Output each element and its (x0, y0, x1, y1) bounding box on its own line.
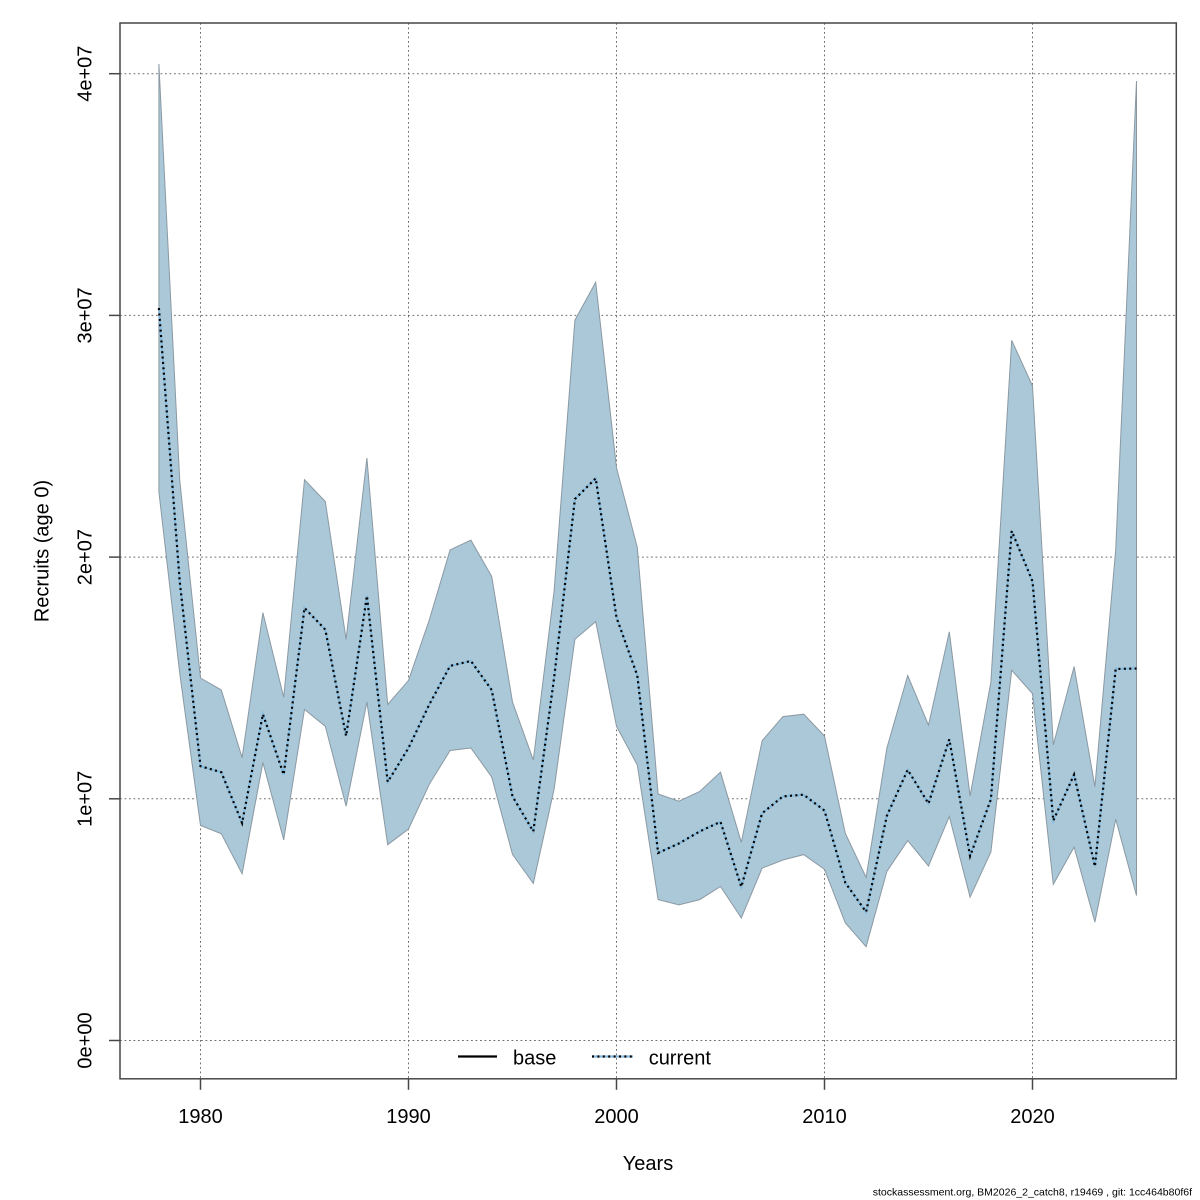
svg-text:0e+00: 0e+00 (75, 1012, 97, 1068)
svg-text:3e+07: 3e+07 (75, 287, 97, 343)
svg-text:stockassessment.org, BM2026_2_: stockassessment.org, BM2026_2_catch8, r1… (873, 1187, 1192, 1199)
svg-text:base: base (513, 1047, 556, 1069)
svg-text:4e+07: 4e+07 (75, 46, 97, 102)
svg-text:1980: 1980 (178, 1106, 223, 1128)
svg-text:Recruits (age 0): Recruits (age 0) (32, 480, 54, 622)
svg-text:current: current (649, 1047, 712, 1069)
svg-text:2000: 2000 (594, 1106, 639, 1128)
svg-text:2010: 2010 (802, 1106, 847, 1128)
svg-text:1e+07: 1e+07 (75, 771, 97, 827)
svg-text:Years: Years (623, 1153, 673, 1175)
svg-text:2020: 2020 (1010, 1106, 1055, 1128)
svg-text:2e+07: 2e+07 (75, 529, 97, 585)
svg-text:1990: 1990 (386, 1106, 431, 1128)
